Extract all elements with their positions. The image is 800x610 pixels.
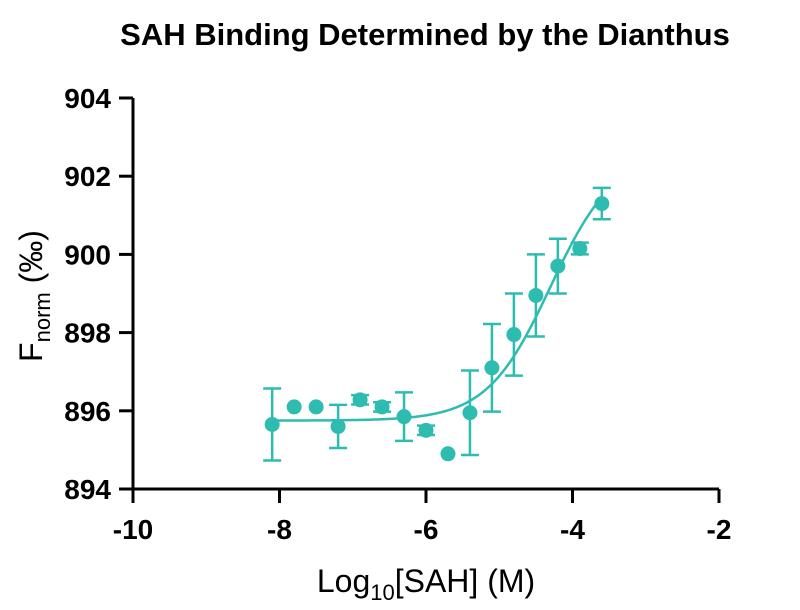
data-point-1	[264, 416, 280, 432]
x-tick-label: -4	[560, 514, 585, 545]
x-tick-label: -10	[113, 514, 153, 545]
x-axis-label: Log10[SAH] (M)	[317, 563, 535, 605]
data-point-12	[506, 327, 522, 343]
data-point-2	[286, 399, 302, 415]
x-tick-label: -6	[414, 514, 439, 545]
y-tick-label: 902	[64, 161, 111, 192]
y-tick-label: 898	[64, 318, 111, 349]
y-tick-label: 894	[64, 474, 111, 505]
x-ticks: -10 -8 -6 -4 -2	[113, 489, 732, 545]
x-tick-label: -2	[707, 514, 732, 545]
data-point-15	[572, 241, 588, 257]
data-point-9	[440, 446, 456, 462]
x-tick-label: -8	[267, 514, 292, 545]
y-tick-label: 896	[64, 396, 111, 427]
data-point-6	[374, 399, 390, 415]
data-point-3	[308, 399, 324, 415]
data-point-13	[528, 287, 544, 303]
data-point-11	[484, 360, 500, 376]
data-point-5	[352, 392, 368, 408]
data-point-16	[594, 196, 610, 212]
data-point-14	[550, 258, 566, 274]
fit-curve-group	[272, 196, 603, 422]
data-points	[263, 186, 611, 462]
data-point-8	[418, 422, 434, 438]
chart-title: SAH Binding Determined by the Dianthus	[120, 17, 730, 52]
y-axis-label: Fnorm (‰)	[13, 230, 55, 362]
fit-curve	[272, 196, 603, 422]
y-ticks: 894 896 898 900 902 904	[64, 83, 133, 505]
y-tick-label: 900	[64, 239, 111, 270]
y-tick-label: 904	[64, 83, 111, 114]
data-point-4	[330, 418, 346, 434]
data-point-7	[396, 409, 412, 425]
data-point-10	[462, 405, 478, 421]
